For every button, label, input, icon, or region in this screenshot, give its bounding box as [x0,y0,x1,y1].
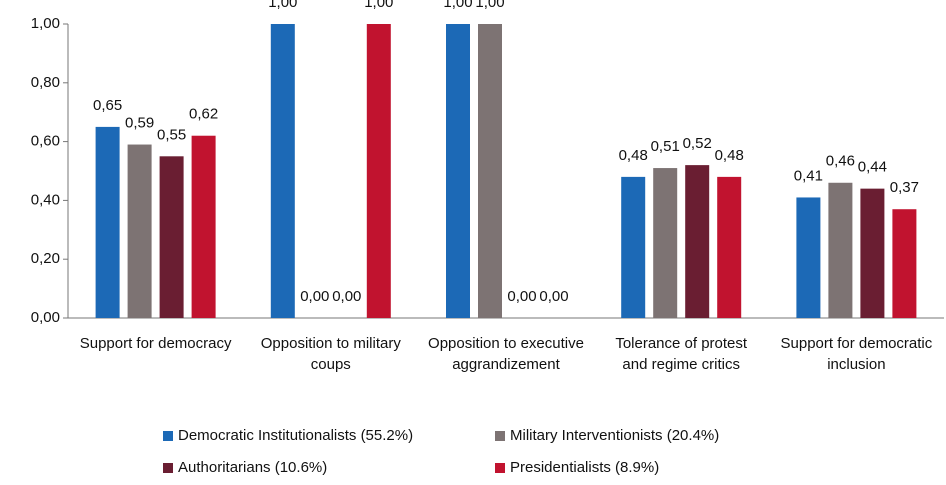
data-label: 0,48 [715,147,744,164]
bar [685,165,710,318]
legend-swatch [163,430,173,441]
legend-item: Democratic Institutionalists (55.2%) [163,427,413,444]
x-tick-label: Opposition to executive aggrandizement [428,335,584,373]
legend-swatch [495,462,505,473]
legend-label: Military Interventionists (20.4%) [510,427,720,444]
data-label: 1,00 [364,0,393,11]
legend-item: Authoritarians (10.6%) [163,459,327,476]
x-tick-label: Support for democratic inclusion [780,335,933,373]
data-label: 0,41 [794,167,823,184]
data-label: 0,00 [300,288,329,305]
bar [127,144,152,318]
y-tick-label: 0,80 [31,74,60,91]
bar [159,156,184,318]
bar [796,197,821,318]
data-label: 0,44 [858,159,887,176]
bar [828,182,853,318]
data-label: 0,62 [189,106,218,123]
data-label: 0,46 [826,153,855,170]
data-label: 0,00 [539,288,568,305]
bar [653,168,678,318]
y-tick-label: 0,00 [31,309,60,326]
bar [366,24,391,318]
bar [621,176,646,318]
bar [717,176,742,318]
x-tick-label: Support for democracy [79,335,232,352]
x-tick-label: Opposition to military coups [260,335,401,373]
y-tick-label: 0,40 [31,191,60,208]
legend-swatch [163,462,173,473]
bar [95,126,120,319]
data-label: 0,65 [93,97,122,114]
data-label: 0,55 [157,126,186,143]
data-label: 0,51 [651,138,680,155]
bar [191,135,216,318]
y-tick-label: 1,00 [31,15,60,32]
bar [860,188,885,318]
bar [270,24,295,318]
y-tick-label: 0,20 [31,250,60,267]
data-label: 0,37 [890,179,919,196]
legend-item: Presidentialists (8.9%) [495,459,659,476]
legend-label: Authoritarians (10.6%) [178,459,328,476]
legend-item: Military Interventionists (20.4%) [495,427,719,444]
bar [892,209,917,318]
data-label: 1,00 [475,0,504,11]
data-label: 0,52 [683,135,712,152]
legend-label: Democratic Institutionalists (55.2%) [178,427,414,444]
y-tick-label: 0,60 [31,133,60,150]
data-label: 0,59 [125,115,154,132]
bar [446,24,470,318]
data-label: 0,00 [507,288,536,305]
data-label: 1,00 [268,0,297,11]
x-tick-label: Tolerance of protest and regime critics [615,335,748,373]
legend-swatch [495,430,505,441]
data-label: 0,00 [332,288,361,305]
data-label: 0,48 [619,147,648,164]
bar [478,24,502,318]
data-label: 1,00 [443,0,472,11]
legend-label: Presidentialists (8.9%) [510,459,660,476]
